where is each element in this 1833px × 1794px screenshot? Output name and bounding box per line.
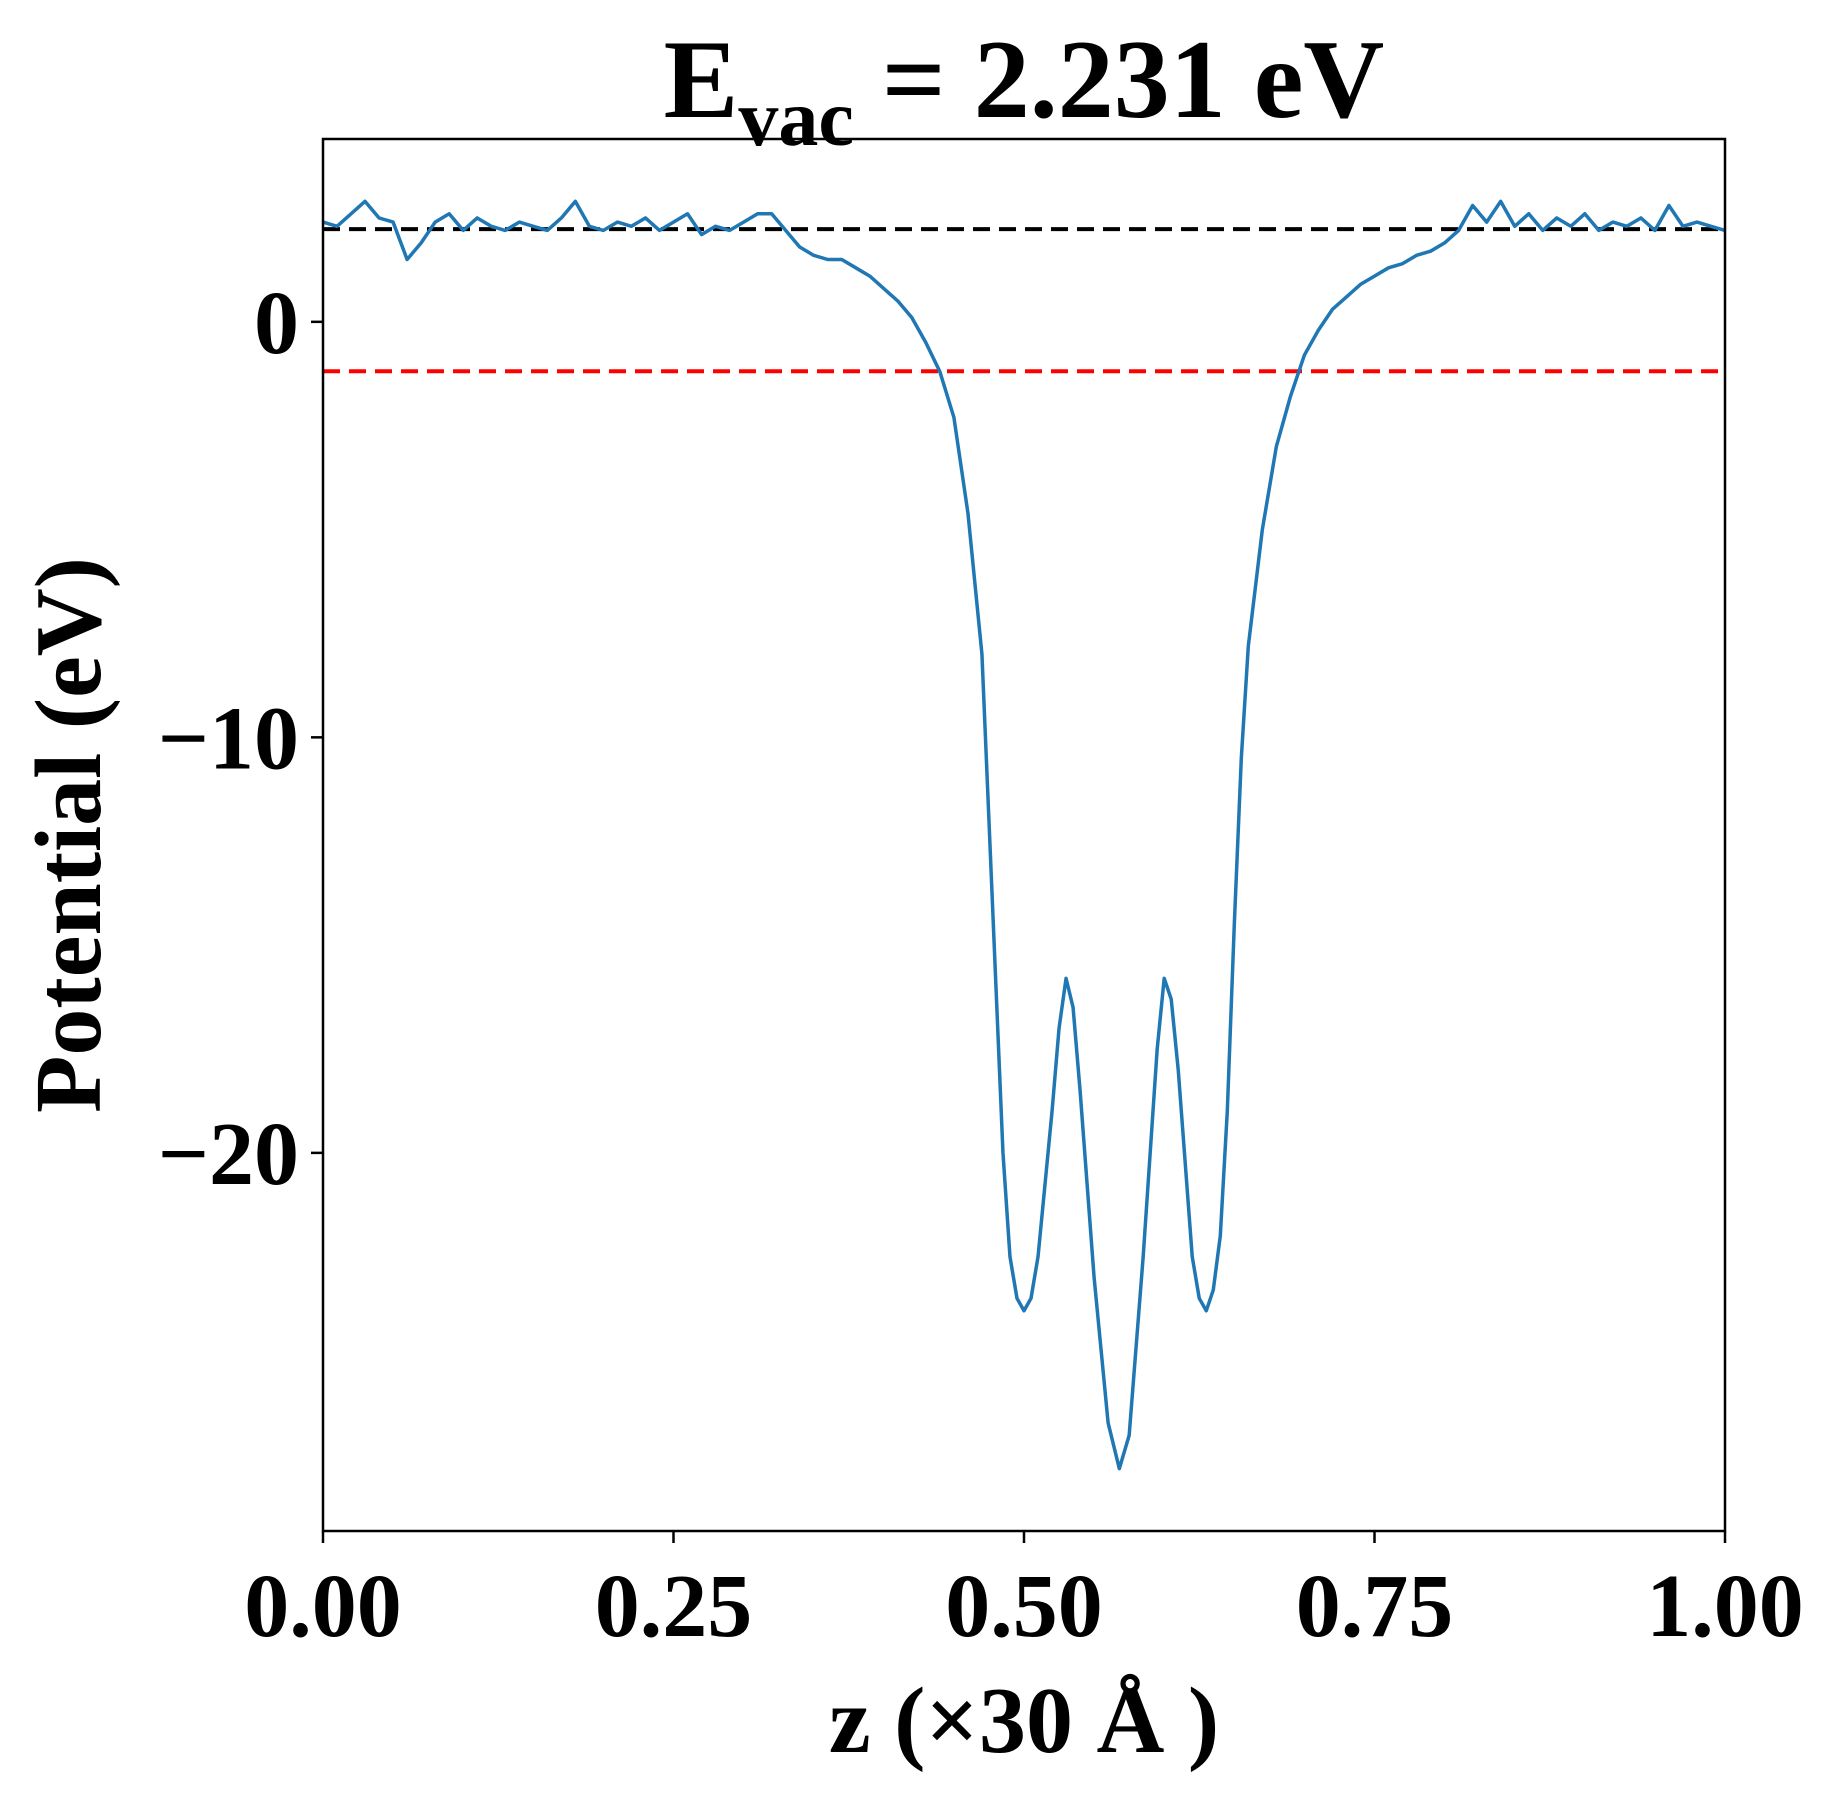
y-tick-label: −10 — [158, 689, 299, 788]
x-tick-label: 0.25 — [595, 1557, 753, 1656]
x-tick-label: 0.50 — [945, 1557, 1103, 1656]
title-subscript: vac — [738, 75, 854, 163]
data-line — [322, 199, 1726, 1471]
y-axis-label: Potential (eV) — [17, 557, 121, 1113]
y-tick-label: 0 — [254, 274, 299, 373]
y-tick-label: −20 — [158, 1105, 299, 1204]
plot-frame — [321, 137, 1727, 1533]
x-axis-label: z (×30 Å ) — [829, 1669, 1219, 1773]
title-main: E — [664, 18, 739, 142]
chart-title: Evac = 2.231 eV — [664, 18, 1385, 163]
x-tick-label: 0.00 — [244, 1557, 402, 1656]
x-tick-label: 0.75 — [1296, 1557, 1454, 1656]
title-rest: = 2.231 eV — [854, 18, 1384, 142]
x-tick-label: 1.00 — [1646, 1557, 1804, 1656]
